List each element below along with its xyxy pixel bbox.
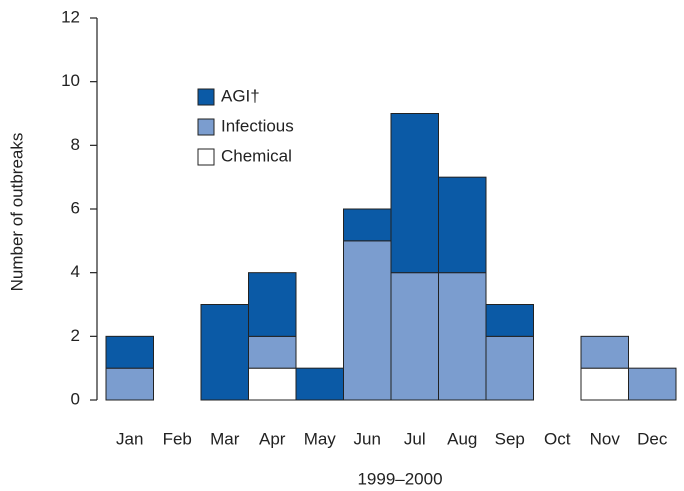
legend-label: AGI† (221, 86, 260, 105)
y-tick-label: 6 (71, 198, 80, 217)
bar-segment (580, 335, 629, 369)
x-tick-label: Aug (447, 429, 477, 448)
x-tick-label: Jul (404, 429, 426, 448)
bar-segment (295, 367, 344, 401)
bar-segment (628, 367, 677, 401)
bar-segment (485, 335, 534, 401)
bar-segment (343, 240, 392, 401)
y-tick-label: 4 (71, 262, 80, 281)
x-tick-label: Jun (354, 429, 381, 448)
y-tick-label: 8 (71, 135, 80, 154)
y-tick-label: 12 (61, 7, 80, 26)
bar-segment (438, 272, 487, 401)
y-tick-label: 10 (61, 71, 80, 90)
x-tick-label: Feb (163, 429, 192, 448)
legend-swatch (197, 148, 215, 166)
bar-segment (343, 208, 392, 242)
x-tick-label: Oct (544, 429, 571, 448)
bar-segment (580, 367, 629, 401)
bar-segment (248, 335, 297, 369)
y-tick-label: 2 (71, 326, 80, 345)
x-tick-label: Dec (637, 429, 668, 448)
legend-swatch (197, 118, 215, 136)
bar-segment (248, 272, 297, 337)
x-tick-label: Nov (590, 429, 621, 448)
bar-segment (105, 367, 154, 401)
x-axis-label: 1999–2000 (357, 469, 442, 488)
legend-label: Chemical (221, 146, 292, 165)
bar-segment (200, 304, 249, 401)
y-axis-label: Number of outbreaks (7, 133, 26, 292)
x-tick-label: Apr (259, 429, 286, 448)
legend-swatch (197, 88, 215, 106)
bar-segment (438, 176, 487, 274)
x-tick-label: Jan (116, 429, 143, 448)
bar-segment (485, 304, 534, 337)
x-tick-label: May (304, 429, 337, 448)
bar-segment (390, 272, 439, 401)
bar-segment (105, 335, 154, 369)
x-tick-label: Sep (495, 429, 525, 448)
bar-segment (248, 367, 297, 401)
legend-label: Infectious (221, 116, 294, 135)
bar-segment (390, 113, 439, 274)
y-tick-label: 0 (71, 389, 80, 408)
x-tick-label: Mar (210, 429, 240, 448)
